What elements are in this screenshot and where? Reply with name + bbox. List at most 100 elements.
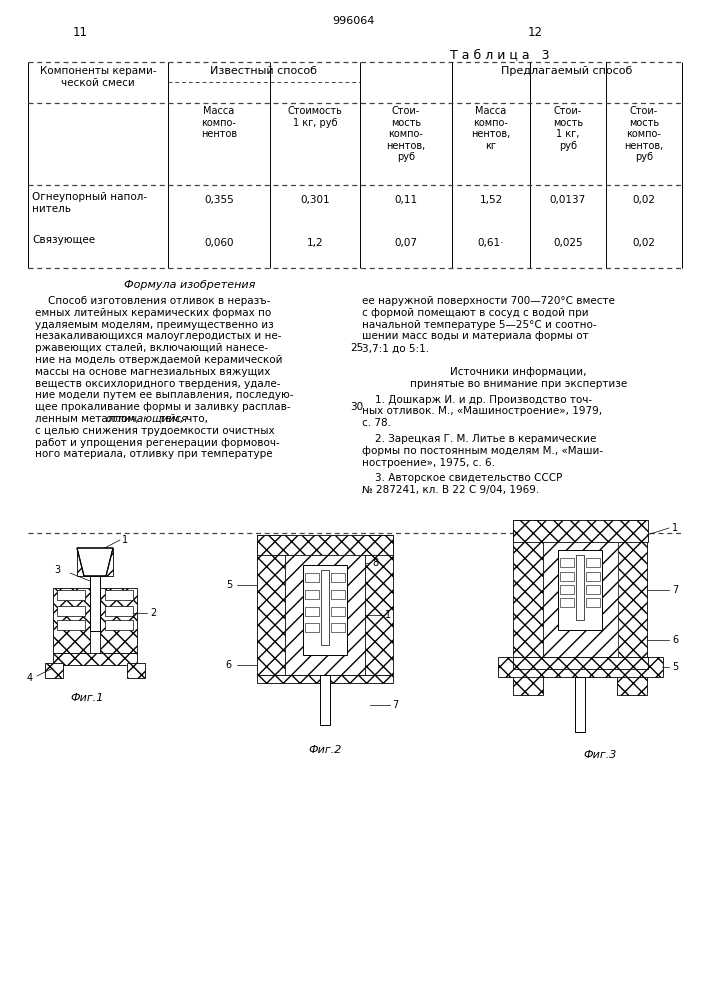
Text: 12: 12: [527, 26, 542, 39]
Text: 996064: 996064: [332, 16, 374, 26]
Text: ленным металлом,: ленным металлом,: [35, 414, 142, 424]
Text: ностроение», 1975, с. 6.: ностроение», 1975, с. 6.: [362, 458, 495, 468]
Text: 2. Зарецкая Г. М. Литье в керамические: 2. Зарецкая Г. М. Литье в керамические: [362, 434, 597, 444]
Text: Стоимость
1 кг, руб: Стоимость 1 кг, руб: [288, 106, 342, 128]
Text: 8: 8: [372, 558, 378, 568]
Bar: [586, 558, 600, 567]
Bar: [560, 558, 574, 567]
Text: массы на основе магнезиальных вяжущих: массы на основе магнезиальных вяжущих: [35, 367, 270, 377]
Bar: [285, 555, 365, 675]
Text: 1: 1: [122, 535, 128, 545]
Text: 6: 6: [226, 660, 232, 670]
Text: принятые во внимание при экспертизе: принятые во внимание при экспертизе: [410, 379, 627, 389]
Bar: [331, 573, 345, 582]
Bar: [586, 585, 600, 594]
Text: 0,11: 0,11: [395, 195, 418, 205]
Bar: [586, 598, 600, 607]
Text: Масса
компо-
нентов: Масса компо- нентов: [201, 106, 237, 139]
Text: тем, что,: тем, что,: [156, 414, 208, 424]
Bar: [257, 535, 393, 555]
Text: ных отливок. М., «Машиностроение», 1979,: ных отливок. М., «Машиностроение», 1979,: [362, 406, 602, 416]
Text: 7: 7: [392, 700, 398, 710]
Text: Фиг.2: Фиг.2: [308, 745, 341, 755]
Text: Источники информации,: Источники информации,: [450, 367, 587, 377]
Bar: [560, 585, 574, 594]
Text: 4: 4: [27, 673, 33, 683]
Bar: [576, 555, 584, 620]
Text: 3. Авторское свидетельство СССР: 3. Авторское свидетельство СССР: [362, 473, 562, 483]
Text: отличающийся: отличающийся: [105, 414, 188, 424]
Text: 0,02: 0,02: [633, 238, 655, 248]
Text: 5: 5: [672, 662, 678, 672]
Bar: [100, 588, 137, 653]
Text: 3,7:1 до 5:1.: 3,7:1 до 5:1.: [362, 343, 429, 353]
Text: 0,02: 0,02: [633, 195, 655, 205]
Text: емных литейных керамических формах по: емных литейных керамических формах по: [35, 308, 271, 318]
Text: 1: 1: [672, 523, 678, 533]
Text: Масса
компо-
нентов,
кг: Масса компо- нентов, кг: [472, 106, 510, 151]
Text: Компоненты керами-
ческой смеси: Компоненты керами- ческой смеси: [40, 66, 156, 88]
Bar: [303, 565, 347, 655]
Text: Связующее: Связующее: [32, 235, 95, 245]
Text: с формой помещают в сосуд с водой при: с формой помещают в сосуд с водой при: [362, 308, 589, 318]
Text: Стои-
мость
1 кг,
руб: Стои- мость 1 кг, руб: [553, 106, 583, 151]
Bar: [57, 590, 85, 600]
Text: формы по постоянным моделям М., «Маши-: формы по постоянным моделям М., «Маши-: [362, 446, 603, 456]
Text: Т а б л и ц а   3: Т а б л и ц а 3: [450, 48, 550, 61]
Text: Огнеупорный напол-
нитель: Огнеупорный напол- нитель: [32, 192, 147, 214]
Text: с целью снижения трудоемкости очистных: с целью снижения трудоемкости очистных: [35, 426, 274, 436]
Text: 1. Дошкарж И. и др. Производство точ-: 1. Дошкарж И. и др. Производство точ-: [362, 395, 592, 405]
Bar: [617, 520, 647, 695]
Bar: [513, 657, 648, 669]
Bar: [513, 520, 648, 542]
Bar: [560, 572, 574, 581]
Text: 11: 11: [73, 26, 88, 39]
Bar: [331, 607, 345, 616]
Text: 7: 7: [672, 585, 678, 595]
Text: 2: 2: [150, 608, 156, 618]
Text: 1: 1: [385, 610, 391, 620]
Text: начальной температуре 5—25°С и соотно-: начальной температуре 5—25°С и соотно-: [362, 320, 597, 330]
Bar: [57, 620, 85, 630]
Text: 1,52: 1,52: [479, 195, 503, 205]
Text: Стои-
мость
компо-
нентов,
руб: Стои- мость компо- нентов, руб: [624, 106, 664, 162]
Bar: [77, 548, 113, 576]
Bar: [105, 590, 133, 600]
Bar: [543, 542, 618, 657]
Text: 0,301: 0,301: [300, 195, 329, 205]
Text: Фиг.1: Фиг.1: [70, 693, 104, 703]
Bar: [331, 623, 345, 632]
Bar: [365, 535, 393, 675]
Bar: [586, 572, 600, 581]
Text: № 287241, кл. В 22 С 9/04, 1969.: № 287241, кл. В 22 С 9/04, 1969.: [362, 485, 539, 495]
Text: 1,2: 1,2: [307, 238, 323, 248]
Text: Формула изобретения: Формула изобретения: [124, 280, 256, 290]
Text: работ и упрощения регенерации формовоч-: работ и упрощения регенерации формовоч-: [35, 438, 280, 448]
Text: веществ оксихлоридного твердения, удале-: веществ оксихлоридного твердения, удале-: [35, 379, 281, 389]
Text: 0,61·: 0,61·: [478, 238, 504, 248]
Bar: [305, 623, 319, 632]
Bar: [558, 550, 602, 630]
Text: 3: 3: [54, 565, 60, 575]
Bar: [320, 675, 330, 725]
Text: ного материала, отливку при температуре: ного материала, отливку при температуре: [35, 449, 273, 459]
Bar: [105, 606, 133, 616]
Text: 30: 30: [350, 402, 363, 412]
Bar: [105, 620, 133, 630]
Bar: [127, 663, 145, 678]
Text: ее наружной поверхности 700—720°С вместе: ее наружной поверхности 700—720°С вместе: [362, 296, 615, 306]
Text: 6: 6: [672, 635, 678, 645]
Text: 0,025: 0,025: [553, 238, 583, 248]
Bar: [321, 570, 329, 645]
Text: ржавеющих сталей, включающий нанесе-: ржавеющих сталей, включающий нанесе-: [35, 343, 268, 353]
Text: 0,0137: 0,0137: [550, 195, 586, 205]
Text: незакаливающихся малоуглеродистых и не-: незакаливающихся малоуглеродистых и не-: [35, 331, 281, 341]
Polygon shape: [77, 548, 113, 576]
Bar: [513, 520, 543, 695]
Bar: [90, 576, 100, 631]
Text: с. 78.: с. 78.: [362, 418, 391, 428]
Text: Фиг.3: Фиг.3: [583, 750, 617, 760]
Bar: [331, 590, 345, 599]
Bar: [45, 663, 63, 678]
Bar: [53, 653, 137, 665]
